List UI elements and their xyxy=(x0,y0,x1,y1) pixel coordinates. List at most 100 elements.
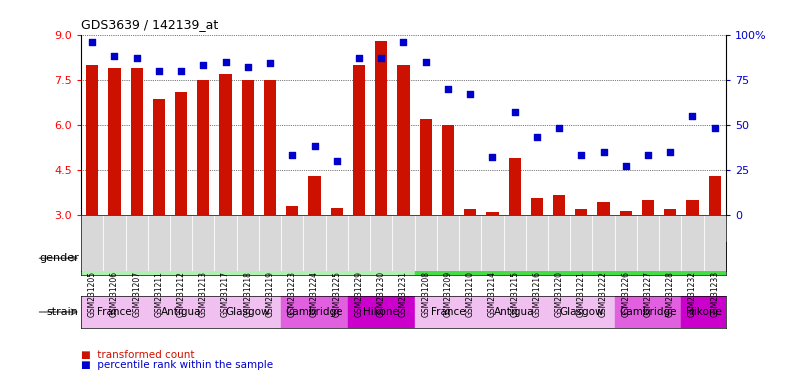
Bar xyxy=(637,215,659,271)
Point xyxy=(264,60,277,66)
Bar xyxy=(548,296,615,328)
Bar xyxy=(681,296,726,328)
Text: male: male xyxy=(233,252,263,265)
Point xyxy=(197,62,210,68)
Point xyxy=(131,55,144,61)
Bar xyxy=(397,65,410,215)
Text: Glasgow: Glasgow xyxy=(559,307,603,317)
Point xyxy=(508,109,521,115)
Bar xyxy=(642,200,654,215)
Bar xyxy=(659,215,681,271)
Bar xyxy=(414,215,437,271)
Bar xyxy=(103,215,126,271)
Bar xyxy=(615,296,681,328)
Bar xyxy=(419,119,431,215)
Bar xyxy=(508,158,521,215)
Text: Hikone: Hikone xyxy=(363,307,399,317)
Text: Cambridge: Cambridge xyxy=(620,307,677,317)
Bar xyxy=(348,215,370,271)
Point xyxy=(330,158,343,164)
Bar xyxy=(686,200,698,215)
Bar xyxy=(81,242,414,275)
Bar xyxy=(414,242,726,275)
Point xyxy=(597,149,610,155)
Bar xyxy=(414,296,481,328)
Point xyxy=(174,68,187,74)
Bar xyxy=(308,176,320,215)
Bar xyxy=(126,215,148,271)
Point xyxy=(441,86,454,92)
Bar xyxy=(709,176,721,215)
Bar xyxy=(286,206,298,215)
Bar xyxy=(331,207,343,215)
Bar xyxy=(81,215,103,271)
Point xyxy=(486,154,499,161)
Bar xyxy=(214,296,281,328)
Bar xyxy=(259,215,281,271)
Point xyxy=(397,39,410,45)
Bar xyxy=(86,65,98,215)
Point xyxy=(686,113,699,119)
Bar xyxy=(526,215,548,271)
Text: strain: strain xyxy=(47,307,79,317)
Bar xyxy=(375,41,388,215)
Bar xyxy=(326,215,348,271)
Point xyxy=(308,143,321,149)
Bar xyxy=(148,215,170,271)
Point xyxy=(375,55,388,61)
Text: female: female xyxy=(550,252,590,265)
Text: Antigua: Antigua xyxy=(161,307,201,317)
Bar xyxy=(548,215,570,271)
Text: Hikone: Hikone xyxy=(685,307,722,317)
Bar xyxy=(530,199,543,215)
Bar xyxy=(109,68,121,215)
Point xyxy=(285,152,298,159)
Bar xyxy=(393,215,414,271)
Bar xyxy=(237,215,259,271)
Bar xyxy=(353,65,365,215)
Bar xyxy=(664,209,676,215)
Bar xyxy=(464,209,476,215)
Bar xyxy=(598,202,610,215)
Bar xyxy=(192,215,214,271)
Bar xyxy=(281,296,348,328)
Bar xyxy=(264,80,277,215)
Bar xyxy=(570,215,593,271)
Text: Antigua: Antigua xyxy=(495,307,535,317)
Point xyxy=(575,152,588,159)
Bar xyxy=(487,212,499,215)
Bar xyxy=(681,215,704,271)
Point xyxy=(620,163,633,169)
Bar xyxy=(504,215,526,271)
Bar xyxy=(81,296,148,328)
Text: Cambridge: Cambridge xyxy=(285,307,343,317)
Bar xyxy=(481,215,504,271)
Bar xyxy=(553,195,565,215)
Text: gender: gender xyxy=(39,253,79,263)
Bar xyxy=(593,215,615,271)
Point xyxy=(152,68,165,74)
Point xyxy=(242,64,255,70)
Point xyxy=(219,59,232,65)
Text: France: France xyxy=(431,307,466,317)
Bar xyxy=(281,215,303,271)
Point xyxy=(708,125,721,131)
Bar xyxy=(148,296,214,328)
Point xyxy=(552,125,565,131)
Bar xyxy=(197,80,209,215)
Text: GDS3639 / 142139_at: GDS3639 / 142139_at xyxy=(81,18,218,31)
Point xyxy=(419,59,432,65)
Bar xyxy=(481,296,548,328)
Bar xyxy=(220,74,232,215)
Point xyxy=(642,152,654,159)
Bar xyxy=(370,215,393,271)
Text: ■  percentile rank within the sample: ■ percentile rank within the sample xyxy=(81,360,273,370)
Bar xyxy=(242,80,254,215)
Point xyxy=(464,91,477,97)
Bar xyxy=(131,68,143,215)
Bar xyxy=(152,99,165,215)
Bar xyxy=(175,92,187,215)
Bar xyxy=(704,215,726,271)
Bar xyxy=(442,125,454,215)
Bar xyxy=(620,210,632,215)
